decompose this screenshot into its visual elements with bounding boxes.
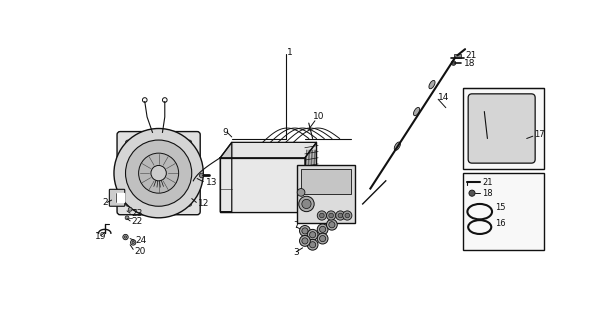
Text: 13: 13 bbox=[206, 178, 217, 187]
Text: 4: 4 bbox=[309, 243, 314, 252]
Text: 6: 6 bbox=[310, 236, 316, 245]
Text: 24: 24 bbox=[135, 236, 147, 245]
Bar bbox=[301, 169, 351, 194]
Circle shape bbox=[317, 233, 328, 244]
Polygon shape bbox=[220, 158, 305, 212]
Circle shape bbox=[345, 213, 350, 218]
Circle shape bbox=[299, 196, 314, 212]
Circle shape bbox=[151, 165, 167, 181]
Circle shape bbox=[336, 211, 345, 220]
Circle shape bbox=[128, 207, 132, 211]
Text: 23: 23 bbox=[132, 210, 143, 219]
Circle shape bbox=[326, 211, 336, 220]
Polygon shape bbox=[117, 193, 124, 203]
Text: 21: 21 bbox=[482, 178, 492, 187]
Text: 17: 17 bbox=[534, 130, 545, 139]
Text: 18: 18 bbox=[464, 59, 475, 68]
Circle shape bbox=[320, 236, 326, 242]
Text: 11: 11 bbox=[338, 166, 350, 175]
Text: 2: 2 bbox=[102, 198, 108, 207]
Circle shape bbox=[187, 202, 192, 206]
Circle shape bbox=[302, 199, 311, 209]
Circle shape bbox=[309, 242, 316, 248]
Bar bbox=[454, 54, 461, 58]
FancyBboxPatch shape bbox=[109, 189, 125, 206]
Circle shape bbox=[317, 224, 328, 235]
FancyBboxPatch shape bbox=[117, 132, 200, 215]
Circle shape bbox=[302, 238, 308, 244]
Bar bbox=[297, 165, 355, 223]
Circle shape bbox=[187, 140, 192, 145]
Circle shape bbox=[126, 140, 192, 206]
Circle shape bbox=[329, 213, 334, 218]
Text: 8: 8 bbox=[336, 180, 342, 189]
Circle shape bbox=[309, 232, 316, 238]
Polygon shape bbox=[305, 142, 317, 212]
Bar bbox=[463, 88, 544, 169]
Circle shape bbox=[199, 173, 204, 178]
Ellipse shape bbox=[414, 108, 420, 116]
Text: 21: 21 bbox=[465, 51, 476, 60]
Circle shape bbox=[123, 234, 128, 240]
Text: 14: 14 bbox=[438, 93, 450, 102]
Circle shape bbox=[300, 226, 310, 236]
Text: 18: 18 bbox=[482, 189, 493, 198]
Text: 3: 3 bbox=[293, 248, 299, 257]
Text: 10: 10 bbox=[313, 112, 324, 121]
Circle shape bbox=[297, 188, 305, 196]
Text: 20: 20 bbox=[135, 247, 146, 256]
Circle shape bbox=[451, 61, 456, 65]
Circle shape bbox=[302, 228, 308, 234]
Circle shape bbox=[320, 213, 324, 218]
Circle shape bbox=[132, 241, 134, 244]
Circle shape bbox=[317, 211, 326, 220]
Text: 1: 1 bbox=[287, 48, 293, 57]
Circle shape bbox=[307, 239, 318, 250]
Bar bbox=[463, 173, 544, 250]
Text: 15: 15 bbox=[495, 203, 506, 212]
Circle shape bbox=[326, 219, 337, 230]
Circle shape bbox=[138, 153, 179, 193]
Circle shape bbox=[329, 222, 335, 228]
Circle shape bbox=[469, 190, 475, 196]
Circle shape bbox=[125, 216, 129, 220]
Text: 19: 19 bbox=[95, 232, 106, 241]
Polygon shape bbox=[220, 142, 232, 212]
Circle shape bbox=[320, 226, 326, 232]
Circle shape bbox=[114, 129, 203, 218]
Text: 12: 12 bbox=[198, 199, 209, 208]
Text: 16: 16 bbox=[495, 220, 506, 228]
Circle shape bbox=[338, 213, 343, 218]
FancyBboxPatch shape bbox=[468, 94, 535, 163]
Ellipse shape bbox=[394, 142, 400, 150]
Ellipse shape bbox=[429, 80, 435, 89]
Circle shape bbox=[124, 236, 127, 238]
Text: 22: 22 bbox=[132, 217, 143, 226]
Text: 7: 7 bbox=[293, 221, 299, 230]
Text: 5: 5 bbox=[336, 217, 342, 226]
Circle shape bbox=[300, 236, 310, 246]
Circle shape bbox=[126, 140, 130, 145]
Circle shape bbox=[343, 211, 352, 220]
Circle shape bbox=[307, 229, 318, 240]
Circle shape bbox=[131, 240, 136, 245]
Text: 9: 9 bbox=[223, 128, 228, 137]
Circle shape bbox=[228, 177, 235, 185]
Polygon shape bbox=[220, 142, 317, 158]
Circle shape bbox=[126, 202, 130, 206]
